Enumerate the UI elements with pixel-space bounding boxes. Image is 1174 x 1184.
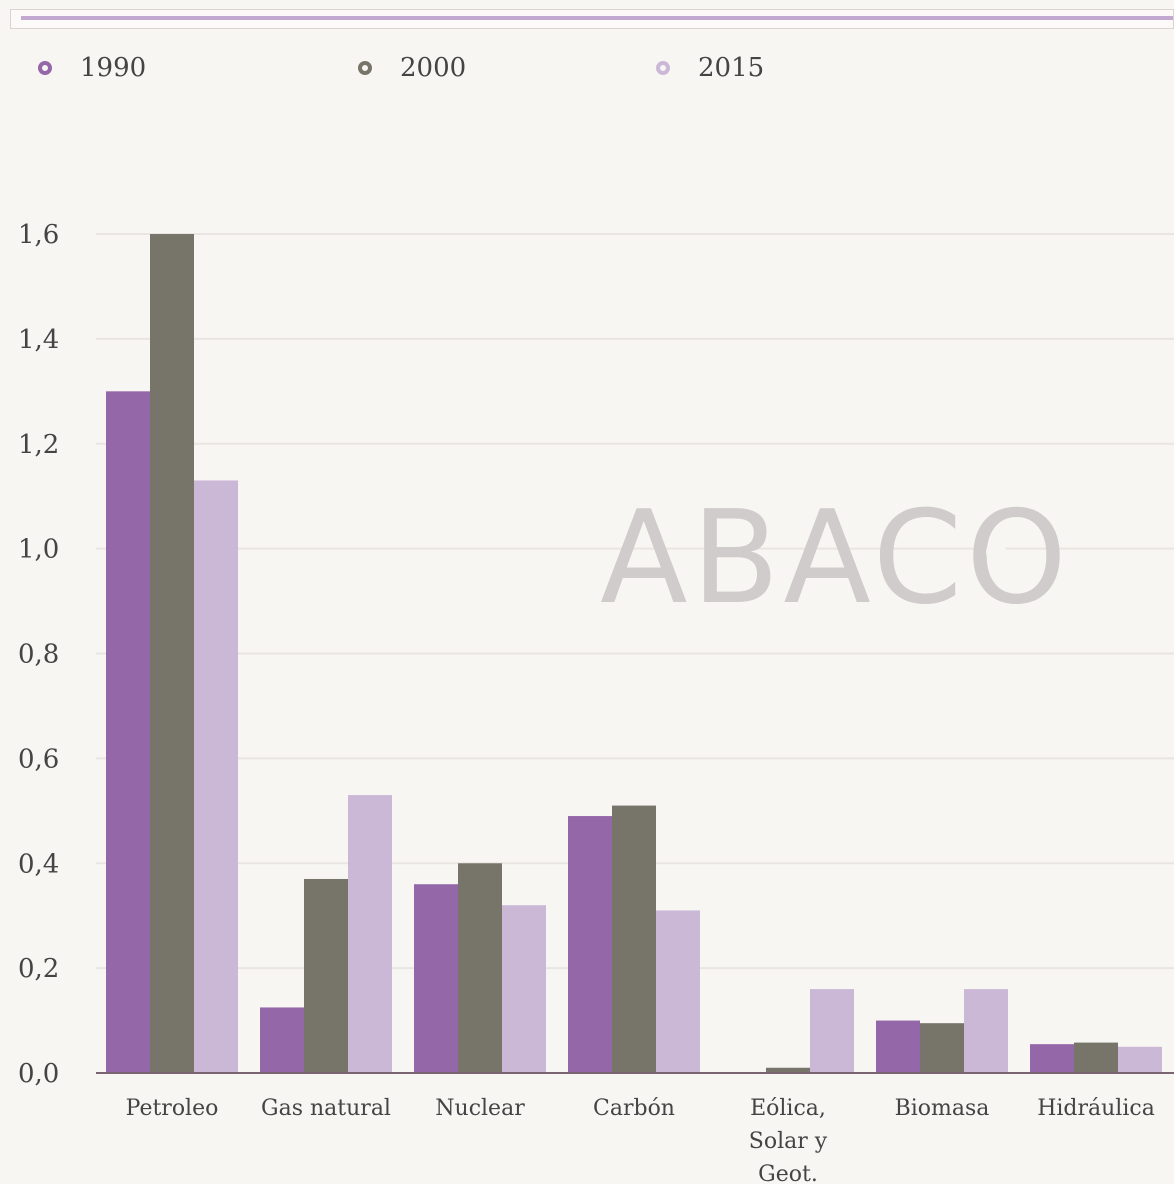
legend-label: 2015 [698,53,765,83]
bar-2000-0[interactable] [150,234,194,1073]
y-tick-label: 0,4 [18,849,59,879]
x-tick-label: Carbón [593,1096,675,1121]
legend-marker-circle-icon [38,61,52,75]
x-tick-label: Hidráulica [1037,1096,1155,1121]
bar-2015-5[interactable] [964,989,1008,1073]
x-tick-label: Biomasa [895,1096,990,1121]
bar-2015-0[interactable] [194,480,238,1073]
legend-marker-circle-icon [656,61,670,75]
bar-1990-0[interactable] [106,391,150,1073]
bar-2015-3[interactable] [656,910,700,1073]
bar-2000-4[interactable] [766,1067,810,1073]
x-tick-label: Petroleo [126,1096,219,1121]
legend-item-2015[interactable]: 2015 [656,50,764,86]
bar-1990-3[interactable] [568,816,612,1073]
bar-1990-2[interactable] [414,884,458,1073]
bars [96,234,1174,1074]
bar-2000-6[interactable] [1074,1042,1118,1073]
bar-2015-1[interactable] [348,795,392,1073]
accent-line [21,16,1173,20]
y-tick-label: 0,6 [18,744,59,774]
bar-1990-5[interactable] [876,1020,920,1073]
y-tick-label: 0,8 [18,640,59,670]
bar-2000-2[interactable] [458,863,502,1073]
bar-2015-4[interactable] [810,989,854,1073]
bar-2015-6[interactable] [1118,1046,1162,1073]
y-tick-label: 1,4 [18,325,59,355]
bar-1990-6[interactable] [1030,1044,1074,1073]
abaco-watermark: ABACO [600,484,1067,633]
legend: 1990 2000 2015 [0,50,1174,86]
legend-label: 2000 [400,53,467,83]
bar-2000-3[interactable] [612,805,656,1073]
x-tick-label: Gas natural [261,1096,391,1121]
legend-label: 1990 [80,53,147,83]
x-tick-label: Nuclear [435,1096,525,1121]
bar-2000-1[interactable] [304,878,348,1073]
y-tick-label: 1,6 [18,220,59,250]
y-tick-label: 1,0 [18,535,59,565]
y-tick-label: 0,0 [18,1059,59,1089]
bar-2015-2[interactable] [502,905,546,1073]
legend-marker-circle-icon [358,61,372,75]
y-axis-ticks: 0,0 0,2 0,4 0,6 0,8 1,0 1,2 1,4 1,6 [18,220,59,1089]
x-tick-label: Eólica, Solar y Geot. [749,1096,828,1184]
y-tick-label: 0,2 [18,954,59,984]
bar-2000-5[interactable] [920,1023,964,1073]
legend-item-2000[interactable]: 2000 [358,50,466,86]
x-axis-labels: Petroleo Gas natural Nuclear Carbón Eólica, S… [126,1096,1155,1184]
gridlines [96,233,1174,970]
y-tick-label: 1,2 [18,430,59,460]
legend-item-1990[interactable]: 1990 [38,50,146,86]
watermark-dot-icon [986,542,1006,562]
bar-1990-1[interactable] [260,1007,304,1073]
